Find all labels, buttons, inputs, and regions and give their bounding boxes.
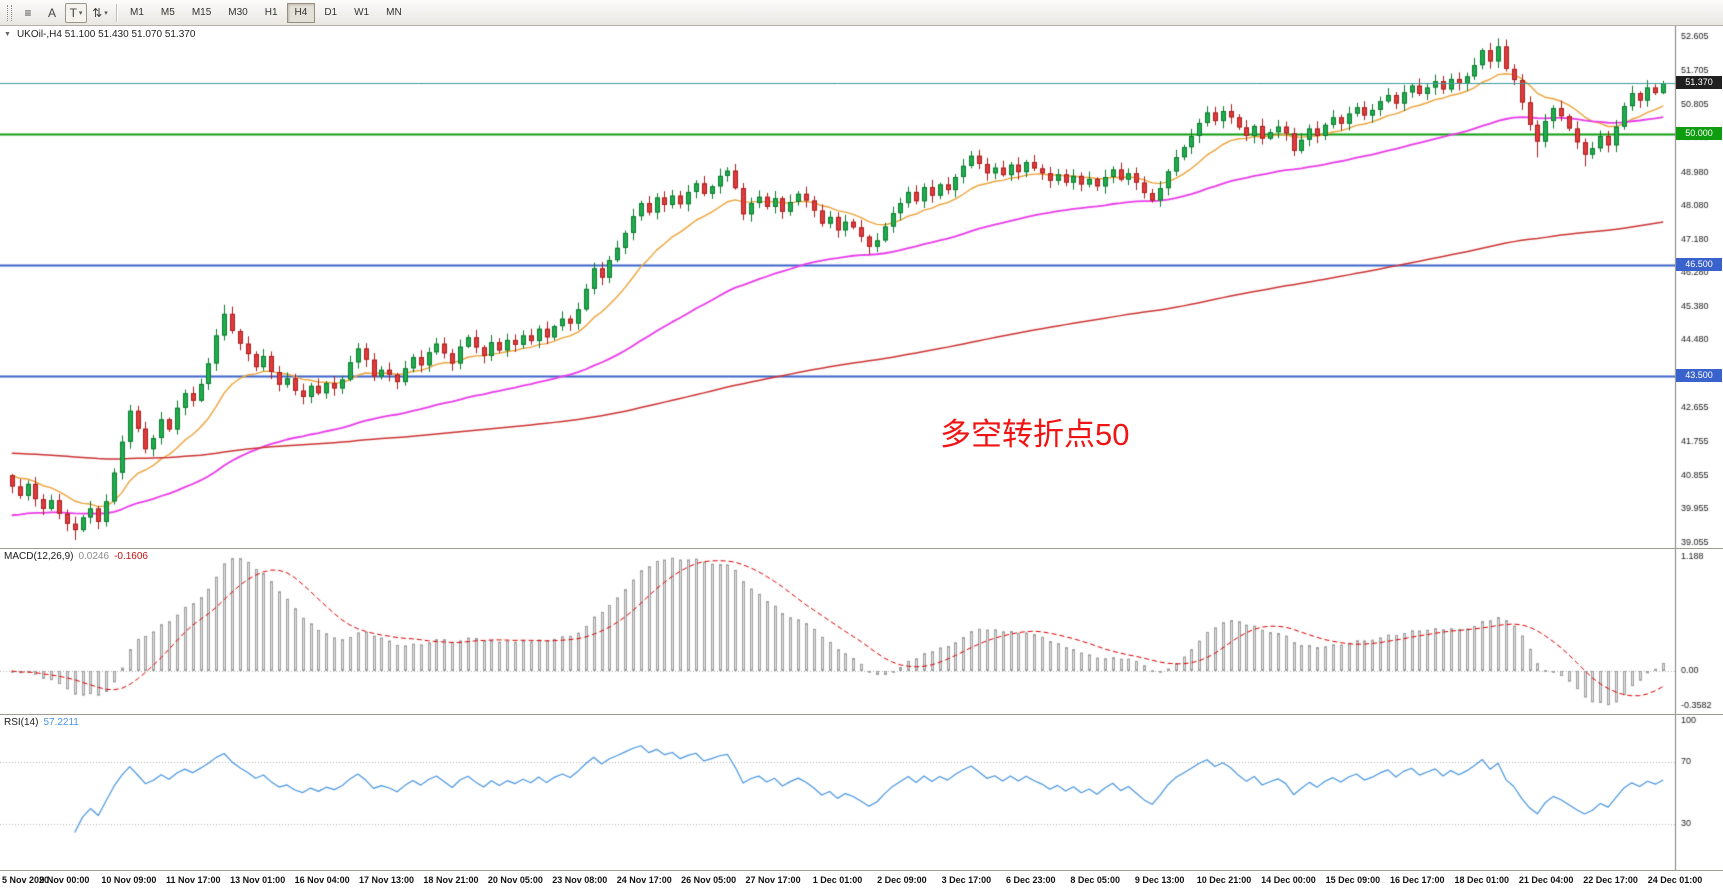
time-axis-label: 9 Nov 00:00 (39, 875, 90, 885)
time-axis-label: 21 Dec 04:00 (1518, 875, 1574, 885)
time-axis-label: 27 Nov 17:00 (745, 875, 801, 885)
time-axis-label: 6 Dec 23:00 (1005, 875, 1056, 885)
time-axis-label: 2 Dec 09:00 (877, 875, 927, 885)
hline-price-badge-50.000: 50.000 (1676, 127, 1722, 141)
time-axis-label: 22 Dec 17:00 (1583, 875, 1638, 885)
rsi-label: RSI(14) (4, 717, 39, 728)
time-axis-label: 18 Dec 01:00 (1454, 875, 1509, 885)
time-axis-label: 13 Nov 01:00 (230, 875, 286, 885)
time-axis-label: 16 Dec 17:00 (1390, 875, 1445, 885)
rsi-panel: RSI(14) 57.2211 (0, 715, 1723, 870)
time-axis-label: 20 Nov 05:00 (487, 875, 543, 885)
rsi-value: 57.2211 (43, 717, 79, 728)
font-annotation-icon[interactable]: A (47, 5, 56, 20)
timeframe-button-m15[interactable]: M15 (184, 3, 219, 23)
timeframe-button-m30[interactable]: M30 (220, 3, 255, 23)
timeframe-toolbar: M1 M5 M15 M30 H1 H4 D1 W1 MN (122, 2, 410, 23)
time-axis-label: 24 Dec 01:00 (1647, 875, 1703, 885)
time-axis-label: 9 Dec 13:00 (1134, 875, 1185, 885)
time-axis-label: 15 Dec 09:00 (1325, 875, 1381, 885)
rsi-canvas[interactable] (0, 715, 1723, 870)
bid-price-badge: 51.370 (1676, 76, 1722, 90)
time-axis-label: 14 Dec 00:00 (1261, 875, 1316, 885)
symbol-ohlc-label: UKOil-,H4 51.100 51.430 51.070 51.370 (16, 29, 196, 40)
timeframe-button-mn[interactable]: MN (378, 3, 410, 23)
toolbar-icons: ≡ A T ▾ ⇅ ▾ (17, 2, 111, 23)
timeframe-button-h1[interactable]: H1 (257, 3, 286, 23)
main-chart-panel: ▼ UKOil-,H4 51.100 51.430 51.070 51.370 … (0, 26, 1723, 548)
time-axis-label: 26 Nov 05:00 (681, 875, 737, 885)
time-axis-label: 10 Dec 21:00 (1196, 875, 1252, 885)
time-axis-label: 10 Nov 09:00 (101, 875, 157, 885)
toolbar-separator (116, 3, 117, 22)
timeframe-button-m5[interactable]: M5 (153, 3, 183, 23)
time-axis-label: 1 Dec 01:00 (812, 875, 863, 885)
chart-text-object[interactable]: 多空转折点50 (940, 417, 1130, 452)
rsi-header: RSI(14) 57.2211 (4, 717, 79, 728)
time-axis-label: 24 Nov 17:00 (616, 875, 672, 885)
panel-divider-rsi[interactable] (0, 714, 1723, 715)
time-axis-label: 16 Nov 04:00 (294, 875, 350, 885)
macd-panel: MACD(12,26,9) 0.0246 -0.1606 (0, 549, 1723, 714)
hline-price-badge-46.500: 46.500 (1676, 257, 1722, 271)
time-axis-label: 5 Nov 2020 (2, 875, 50, 885)
toolbar-grip[interactable] (7, 4, 12, 21)
text-label-icon[interactable]: T ▾ (65, 2, 87, 23)
time-axis[interactable]: 5 Nov 2020 9 Nov 00:00 10 Nov 09:00 11 Nov … (0, 870, 1723, 890)
macd-main-value: 0.0246 (78, 551, 110, 562)
time-axis-label: 8 Dec 05:00 (1070, 875, 1120, 885)
timeframe-button-m1[interactable]: M1 (122, 3, 152, 23)
macd-signal-value: -0.1606 (114, 551, 148, 562)
chart-header: ▼ UKOil-,H4 51.100 51.430 51.070 51.370 (4, 29, 195, 40)
panel-divider-macd[interactable] (0, 548, 1723, 549)
toolbar: ≡ A T ▾ ⇅ ▾ M1 M5 M15 M30 H1 H4 D1 W1 MN (0, 0, 1723, 26)
dropdown-caret-icon: ▾ (104, 9, 108, 17)
time-axis-label: 18 Nov 21:00 (423, 875, 479, 885)
timeframe-button-d1[interactable]: D1 (316, 3, 345, 23)
macd-label: MACD(12,26,9) (4, 551, 74, 562)
time-axis-label: 17 Nov 13:00 (359, 875, 415, 885)
time-axis-label: 23 Nov 08:00 (552, 875, 608, 885)
macd-header: MACD(12,26,9) 0.0246 -0.1606 (4, 551, 148, 562)
price-chart-canvas[interactable] (0, 26, 1723, 548)
macd-canvas[interactable] (0, 549, 1723, 714)
dropdown-caret-icon: ▾ (78, 9, 83, 17)
symbol-dropdown-arrow-icon[interactable]: ▼ (4, 31, 11, 38)
chart-style-icon[interactable]: ⇅ ▾ (92, 5, 108, 20)
timeframe-button-h4[interactable]: H4 (286, 2, 316, 23)
timeframe-button-w1[interactable]: W1 (346, 3, 377, 23)
time-axis-label: 3 Dec 17:00 (941, 875, 992, 885)
time-axis-label: 11 Nov 17:00 (165, 875, 221, 885)
chart-grid-icon[interactable]: ≡ (24, 5, 32, 20)
hline-price-badge-43.500: 43.500 (1676, 369, 1722, 383)
